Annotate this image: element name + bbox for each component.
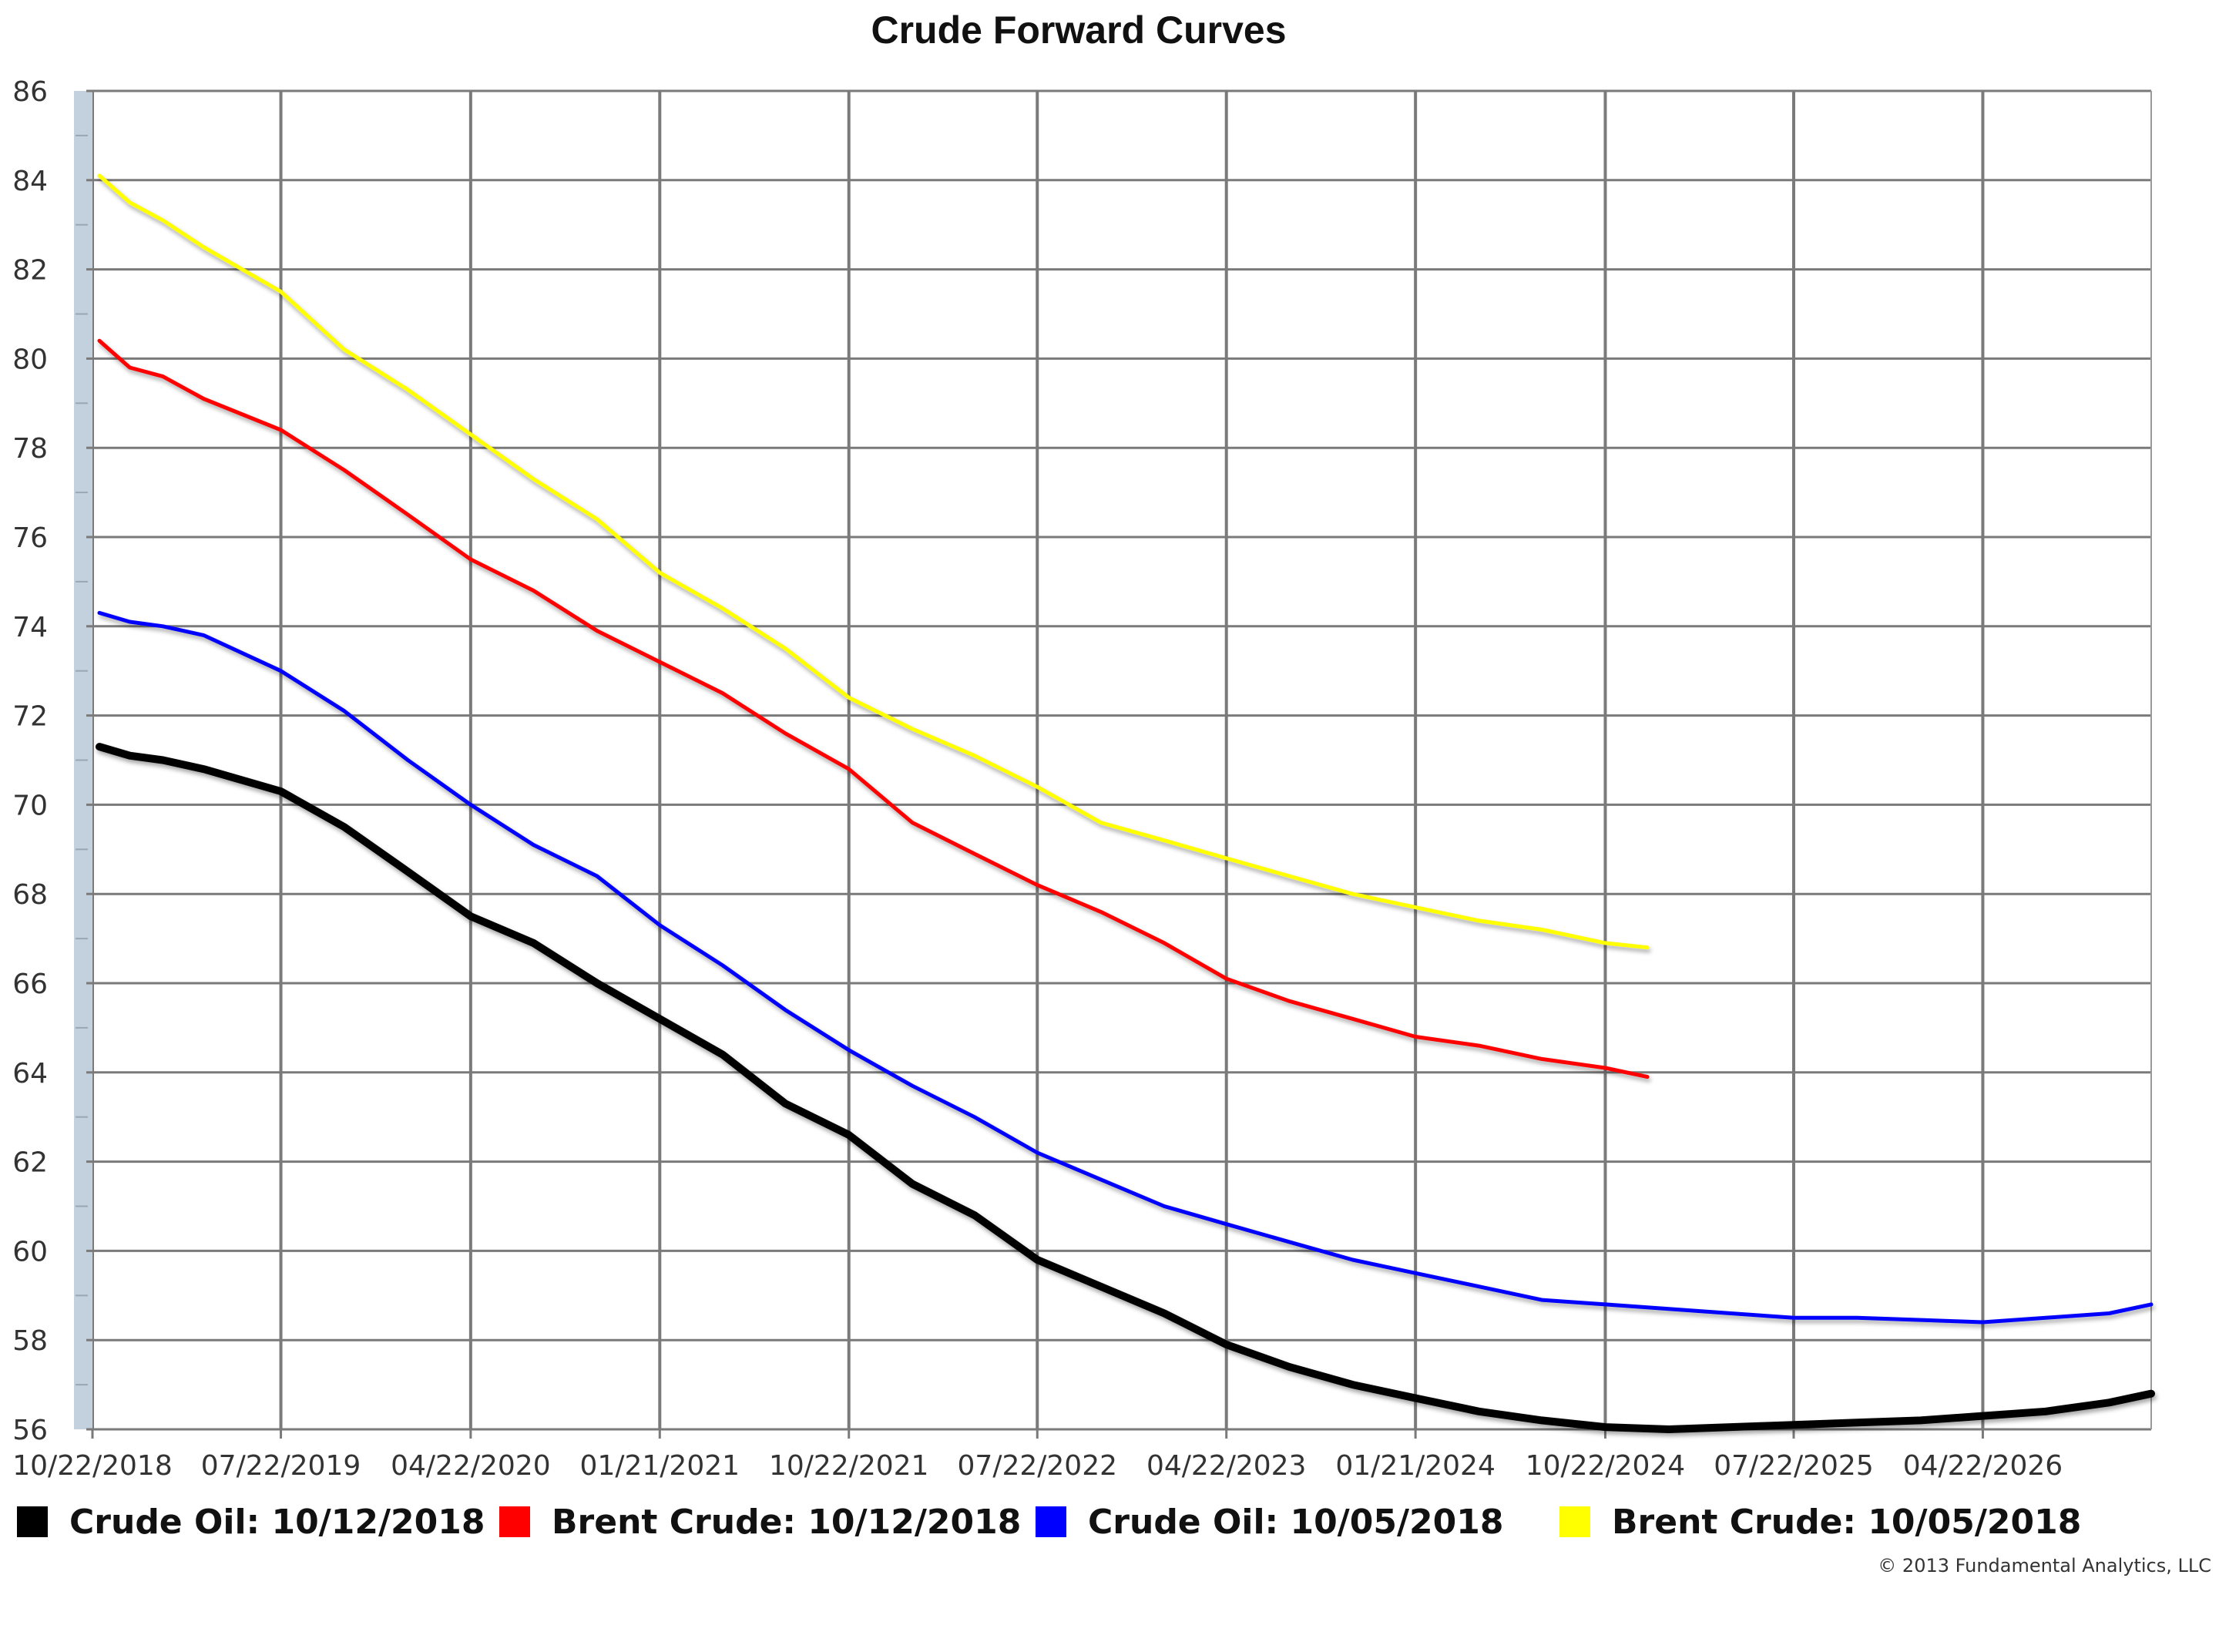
series-line — [97, 610, 2154, 1325]
x-tick-label: 04/22/2026 — [1903, 1450, 2063, 1482]
x-tick-label: 01/21/2021 — [580, 1450, 740, 1482]
y-tick-label: 58 — [12, 1325, 48, 1357]
x-tick-label: 07/22/2025 — [1714, 1450, 1874, 1482]
x-tick-label: 10/22/2018 — [12, 1450, 173, 1482]
x-tick-label: 04/22/2023 — [1146, 1450, 1307, 1482]
series-line — [97, 173, 1650, 950]
y-axis: 56 58 60 62 64 66 68 70 72 74 76 78 80 82 84 86 — [12, 76, 92, 1446]
y-tick-label: 72 — [12, 701, 48, 733]
legend-swatch — [17, 1506, 48, 1537]
y-tick-label: 56 — [12, 1415, 48, 1446]
chart-title: Crude Forward Curves — [871, 8, 1286, 52]
copyright-text: © 2013 Fundamental Analytics, LLC — [1878, 1555, 2211, 1576]
legend-swatch — [499, 1506, 530, 1537]
y-tick-label: 74 — [12, 612, 48, 643]
x-tick-label: 04/22/2020 — [391, 1450, 551, 1482]
series-line — [96, 743, 2155, 1433]
x-tick-label: 07/22/2019 — [201, 1450, 361, 1482]
y-tick-label: 76 — [12, 522, 48, 554]
x-tick-label: 10/22/2021 — [769, 1450, 929, 1482]
legend-label: Crude Oil: 10/12/2018 — [69, 1503, 485, 1542]
y-tick-label: 60 — [12, 1236, 48, 1268]
y-tick-label: 66 — [12, 969, 48, 1000]
legend-label: Brent Crude: 10/05/2018 — [1612, 1503, 2081, 1542]
x-tick-label: 10/22/2024 — [1526, 1450, 1686, 1482]
y-tick-label: 64 — [12, 1058, 48, 1090]
y-tick-label: 80 — [12, 344, 48, 375]
series-line — [97, 338, 1650, 1080]
legend: Crude Oil: 10/12/2018 Brent Crude: 10/12/… — [17, 1503, 2081, 1542]
grid-lines — [91, 89, 2152, 1431]
legend-label: Crude Oil: 10/05/2018 — [1088, 1503, 1504, 1542]
x-tick-label: 07/22/2022 — [958, 1450, 1118, 1482]
x-tick-label: 01/21/2024 — [1335, 1450, 1496, 1482]
y-tick-label: 62 — [12, 1147, 48, 1179]
y-tick-label: 84 — [12, 166, 48, 197]
legend-swatch — [1036, 1506, 1066, 1537]
y-tick-label: 70 — [12, 790, 48, 821]
series-lines — [96, 173, 2155, 1433]
y-tick-label: 86 — [12, 76, 48, 108]
legend-swatch — [1559, 1506, 1590, 1537]
y-tick-label: 68 — [12, 879, 48, 911]
x-axis: 10/22/2018 07/22/2019 04/22/2020 01/21/2021… — [12, 1429, 2063, 1482]
y-tick-label: 82 — [12, 255, 48, 287]
legend-label: Brent Crude: 10/12/2018 — [552, 1503, 1021, 1542]
y-tick-label: 78 — [12, 433, 48, 465]
